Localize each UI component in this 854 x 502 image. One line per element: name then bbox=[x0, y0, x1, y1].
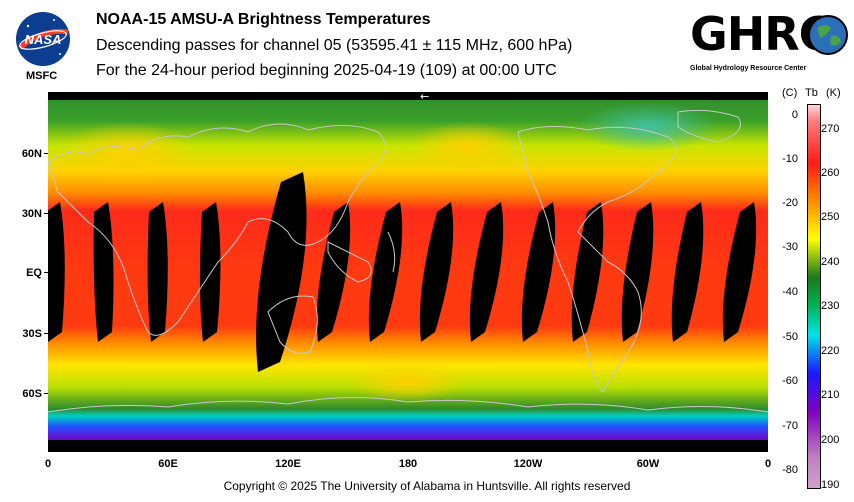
lon-label-120e: 120E bbox=[275, 458, 301, 470]
colorbar-kelvin-tick: 190 bbox=[821, 479, 840, 491]
colorbar-header-celsius: (C) bbox=[782, 87, 798, 99]
orbit-gap-swath bbox=[469, 202, 504, 342]
lat-label-30s: 30S bbox=[22, 328, 42, 340]
brightness-temperature-map: ← bbox=[48, 92, 768, 452]
lon-label-60e: 60E bbox=[158, 458, 178, 470]
colorbar-gradient bbox=[808, 105, 820, 488]
lat-tick bbox=[44, 393, 48, 394]
orbit-gap-swath bbox=[571, 202, 604, 342]
colorbar-kelvin-tick: 210 bbox=[821, 389, 840, 401]
lat-label-60s: 60S bbox=[22, 388, 42, 400]
orbit-gap-swath bbox=[419, 202, 454, 342]
lon-label-180: 180 bbox=[398, 458, 418, 470]
colorbar-celsius-tick: -40 bbox=[782, 286, 798, 298]
colorbar-kelvin-tick: 200 bbox=[821, 434, 840, 446]
colorbar-kelvin-tick: 250 bbox=[821, 211, 840, 223]
colorbar-celsius-tick: -70 bbox=[782, 420, 798, 432]
lat-label-60n: 60N bbox=[21, 148, 42, 160]
arctic-cold-region bbox=[578, 102, 718, 152]
lat-tick bbox=[44, 153, 48, 154]
lat-tick bbox=[44, 333, 48, 334]
orbit-gap-swath bbox=[621, 202, 654, 342]
lon-label-60w: 60W bbox=[636, 458, 660, 470]
lon-label-0-end: 0 bbox=[764, 458, 772, 470]
colorbar-celsius-tick: -50 bbox=[782, 331, 798, 343]
ghrc-tagline: Global Hydrology Resource Center bbox=[690, 65, 807, 72]
colorbar-celsius-tick: -80 bbox=[782, 464, 798, 476]
orbit-gap-swath bbox=[48, 202, 65, 342]
warm-anomaly-pacific bbox=[408, 122, 528, 172]
colorbar-celsius-tick: 0 bbox=[791, 109, 798, 121]
colorbar-header-kelvin: (K) bbox=[826, 87, 841, 99]
orbit-gap-swath bbox=[256, 172, 307, 372]
lat-label-30n: 30N bbox=[21, 208, 42, 220]
antarctic-missing-band bbox=[48, 440, 768, 452]
msfc-label: MSFC bbox=[26, 70, 58, 82]
chart-subtitle-channel: Descending passes for channel 05 (53595.… bbox=[96, 37, 573, 54]
orbit-gap-swath bbox=[722, 202, 757, 342]
colorbar-celsius-tick: -30 bbox=[782, 241, 798, 253]
orbit-gap-swath bbox=[93, 202, 114, 342]
coastlines bbox=[48, 109, 768, 413]
nasa-logo: NASA bbox=[14, 10, 72, 68]
colorbar-celsius-tick: -10 bbox=[782, 153, 798, 165]
colorbar-celsius-tick: -20 bbox=[782, 197, 798, 209]
chart-subtitle-period: For the 24-hour period beginning 2025-04… bbox=[96, 62, 557, 79]
map-svg: ← bbox=[48, 92, 768, 452]
colorbar-header-tb: Tb bbox=[805, 87, 818, 99]
orbit-gap-swath bbox=[671, 202, 704, 342]
chart-title: NOAA-15 AMSU-A Brightness Temperatures bbox=[96, 11, 431, 28]
copyright-footer: Copyright © 2025 The University of Alaba… bbox=[223, 479, 631, 493]
orbit-gap-swath bbox=[368, 202, 403, 342]
pass-direction-arrow: ← bbox=[420, 92, 429, 103]
globe-icon bbox=[807, 14, 849, 56]
colorbar bbox=[807, 104, 821, 489]
nasa-logo-text: NASA bbox=[25, 32, 62, 47]
colorbar-kelvin-tick: 220 bbox=[821, 345, 840, 357]
lat-label-eq: EQ bbox=[26, 267, 42, 279]
colorbar-kelvin-tick: 230 bbox=[821, 300, 840, 312]
colorbar-kelvin-tick: 270 bbox=[821, 123, 840, 135]
warm-anomaly-south bbox=[348, 362, 468, 402]
lat-tick bbox=[44, 213, 48, 214]
colorbar-kelvin-tick: 240 bbox=[821, 256, 840, 268]
orbit-gaps bbox=[48, 172, 757, 372]
orbit-gap-swath bbox=[147, 202, 168, 342]
orbit-gap-swath bbox=[521, 202, 556, 342]
colorbar-celsius-tick: -60 bbox=[782, 375, 798, 387]
orbit-gap-swath bbox=[316, 202, 351, 342]
missing-data-band bbox=[48, 92, 768, 100]
lat-tick bbox=[44, 272, 48, 273]
orbit-gap-swath bbox=[199, 202, 221, 342]
lon-label-120w: 120W bbox=[513, 458, 543, 470]
lon-label-0: 0 bbox=[44, 458, 52, 470]
colorbar-kelvin-tick: 260 bbox=[821, 167, 840, 179]
